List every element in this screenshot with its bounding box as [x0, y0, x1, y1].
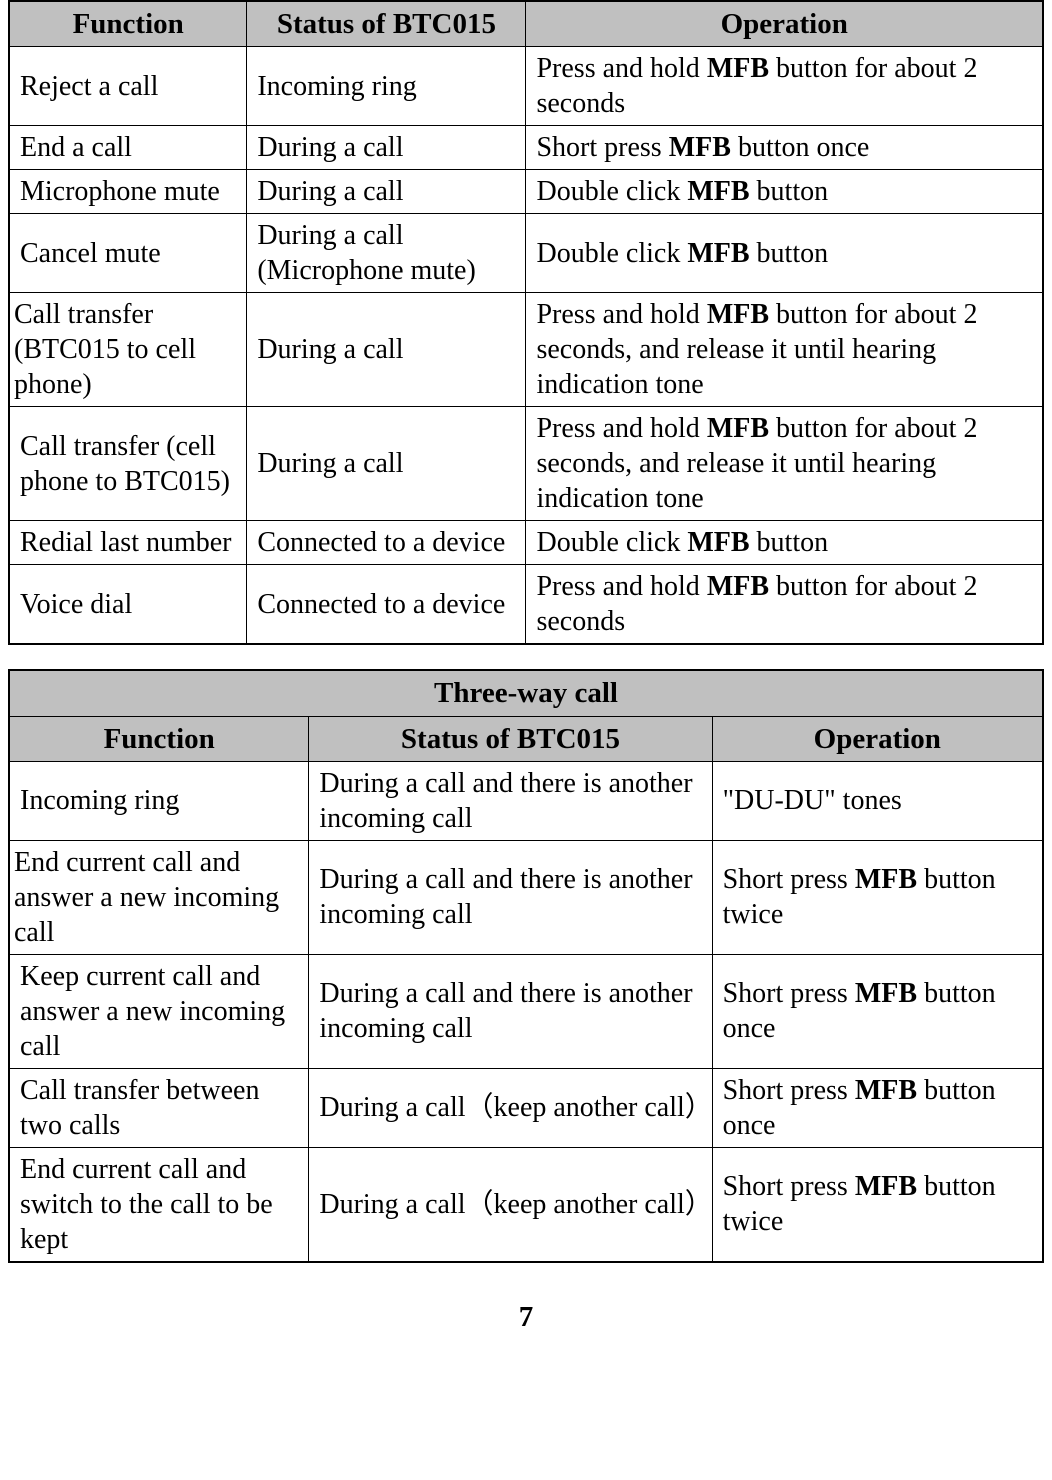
cell-status: During a call: [247, 126, 526, 170]
cell-function: Call transfer between two calls: [9, 1068, 309, 1147]
cell-function: Reject a call: [9, 47, 247, 126]
cell-operation: Short press MFB button once: [712, 1068, 1043, 1147]
cell-operation: Press and hold MFB button for about 2 se…: [526, 47, 1043, 126]
cell-status: During a call and there is another incom…: [309, 761, 712, 840]
mfb-keyword: MFB: [855, 1171, 917, 1202]
cell-status: During a call and there is another incom…: [309, 954, 712, 1068]
header-operation: Operation: [526, 1, 1043, 47]
cell-function: Cancel mute: [9, 214, 247, 293]
cell-status: During a call and there is another incom…: [309, 840, 712, 954]
header-function: Function: [9, 1, 247, 47]
mfb-keyword: MFB: [687, 238, 749, 269]
table-row: End a callDuring a callShort press MFB b…: [9, 126, 1043, 170]
cell-operation: Short press MFB button twice: [712, 1147, 1043, 1262]
cell-function: Microphone mute: [9, 170, 247, 214]
header-function: Function: [9, 716, 309, 761]
cell-function: End current call and answer a new incomi…: [9, 840, 309, 954]
mfb-keyword: MFB: [687, 176, 749, 207]
cell-function: Call transfer (BTC015 to cell phone): [9, 293, 247, 407]
cell-function: Incoming ring: [9, 761, 309, 840]
mfb-keyword: MFB: [669, 132, 731, 163]
table-row: End current call and answer a new incomi…: [9, 840, 1043, 954]
table2-body: Incoming ringDuring a call and there is …: [9, 761, 1043, 1262]
cell-operation: Double click MFB button: [526, 170, 1043, 214]
cell-operation: "DU-DU" tones: [712, 761, 1043, 840]
cell-status: During a call: [247, 170, 526, 214]
cell-operation: Double click MFB button: [526, 521, 1043, 565]
cell-function: Redial last number: [9, 521, 247, 565]
cell-status: During a call (Microphone mute): [247, 214, 526, 293]
call-functions-table: Function Status of BTC015 Operation Reje…: [8, 0, 1044, 645]
cell-status: During a call: [247, 293, 526, 407]
table-header-row: Function Status of BTC015 Operation: [9, 716, 1043, 761]
cell-status: Connected to a device: [247, 521, 526, 565]
cell-operation: Press and hold MFB button for about 2 se…: [526, 565, 1043, 645]
mfb-keyword: MFB: [855, 864, 917, 895]
table-spacer: [8, 645, 1044, 669]
table-title-row: Three-way call: [9, 670, 1043, 716]
mfb-keyword: MFB: [707, 571, 769, 602]
table1-body: Reject a callIncoming ringPress and hold…: [9, 47, 1043, 645]
table-row: Voice dialConnected to a devicePress and…: [9, 565, 1043, 645]
cell-function: End current call and switch to the call …: [9, 1147, 309, 1262]
table-row: Keep current call and answer a new incom…: [9, 954, 1043, 1068]
mfb-keyword: MFB: [687, 527, 749, 558]
page-number: 7: [8, 1301, 1044, 1334]
header-status: Status of BTC015: [309, 716, 712, 761]
cell-function: End a call: [9, 126, 247, 170]
mfb-keyword: MFB: [855, 978, 917, 1009]
table-row: Call transfer (cell phone to BTC015)Duri…: [9, 407, 1043, 521]
table-row: Reject a callIncoming ringPress and hold…: [9, 47, 1043, 126]
table-row: End current call and switch to the call …: [9, 1147, 1043, 1262]
cell-operation: Short press MFB button twice: [712, 840, 1043, 954]
three-way-call-table: Three-way call Function Status of BTC015…: [8, 669, 1044, 1263]
cell-operation: Press and hold MFB button for about 2 se…: [526, 293, 1043, 407]
cell-operation: Short press MFB button once: [526, 126, 1043, 170]
mfb-keyword: MFB: [707, 299, 769, 330]
document-page: Function Status of BTC015 Operation Reje…: [0, 0, 1052, 1334]
cell-status: During a call（keep another call）: [309, 1068, 712, 1147]
table-row: Call transfer between two callsDuring a …: [9, 1068, 1043, 1147]
header-status: Status of BTC015: [247, 1, 526, 47]
header-operation: Operation: [712, 716, 1043, 761]
mfb-keyword: MFB: [707, 413, 769, 444]
cell-status: During a call（keep another call）: [309, 1147, 712, 1262]
table-row: Call transfer (BTC015 to cell phone)Duri…: [9, 293, 1043, 407]
cell-function: Keep current call and answer a new incom…: [9, 954, 309, 1068]
cell-status: Incoming ring: [247, 47, 526, 126]
table-title: Three-way call: [9, 670, 1043, 716]
cell-function: Voice dial: [9, 565, 247, 645]
cell-function: Call transfer (cell phone to BTC015): [9, 407, 247, 521]
table-row: Redial last numberConnected to a deviceD…: [9, 521, 1043, 565]
table-row: Incoming ringDuring a call and there is …: [9, 761, 1043, 840]
cell-status: Connected to a device: [247, 565, 526, 645]
cell-operation: Double click MFB button: [526, 214, 1043, 293]
cell-operation: Press and hold MFB button for about 2 se…: [526, 407, 1043, 521]
cell-status: During a call: [247, 407, 526, 521]
table-row: Microphone muteDuring a callDouble click…: [9, 170, 1043, 214]
table-row: Cancel muteDuring a call (Microphone mut…: [9, 214, 1043, 293]
cell-operation: Short press MFB button once: [712, 954, 1043, 1068]
mfb-keyword: MFB: [855, 1075, 917, 1106]
mfb-keyword: MFB: [707, 53, 769, 84]
table-header-row: Function Status of BTC015 Operation: [9, 1, 1043, 47]
